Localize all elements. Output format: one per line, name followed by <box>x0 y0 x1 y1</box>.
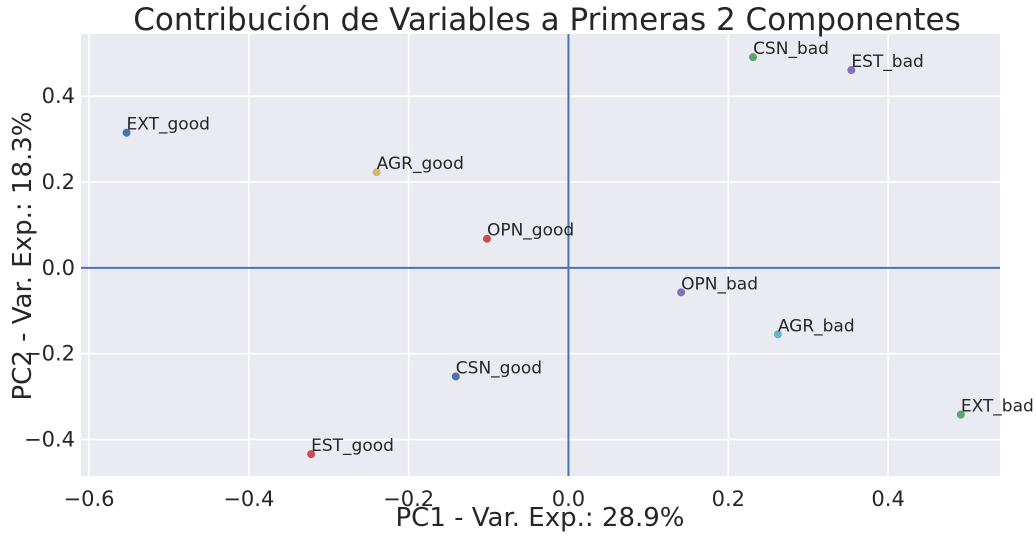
data-points: EXT_good AGR_good OPN_good CSN_good EST_good… <box>122 39 1034 459</box>
y-axis-label: PC2 - Var. Exp.: 18.3% <box>8 111 38 400</box>
point-label: OPN_good <box>487 221 574 241</box>
x-tick-label: −0.4 <box>223 487 274 511</box>
point-label: EXT_good <box>127 115 210 135</box>
y-tick-label: 0.2 <box>42 170 75 194</box>
point-label: AGR_bad <box>778 316 855 336</box>
point-label: CSN_bad <box>753 39 829 59</box>
x-tick-label: −0.2 <box>383 487 434 511</box>
x-axis-ticks: −0.6 −0.4 −0.2 0.0 0.2 0.4 <box>63 487 904 511</box>
point-label: AGR_good <box>377 154 464 174</box>
x-tick-label: 0.2 <box>712 487 745 511</box>
x-tick-label: −0.6 <box>63 487 114 511</box>
point-label: EST_bad <box>851 52 923 72</box>
y-axis-ticks: −0.4 −0.2 0.0 0.2 0.4 <box>24 84 75 451</box>
x-tick-label: 0.0 <box>552 487 585 511</box>
data-point <box>847 66 856 75</box>
x-tick-label: 0.4 <box>871 487 904 511</box>
chart-title: Contribución de Variables a Primeras 2 C… <box>133 2 961 38</box>
point-label: OPN_bad <box>681 274 758 294</box>
point-label: CSN_good <box>456 358 542 378</box>
y-tick-label: −0.4 <box>24 428 75 452</box>
x-axis-label: PC1 - Var. Exp.: 28.9% <box>395 503 684 533</box>
data-point <box>307 450 316 459</box>
point-label: EST_good <box>311 436 394 456</box>
point-label: EXT_bad <box>961 397 1034 417</box>
data-point <box>677 288 686 297</box>
plot-area <box>81 34 1000 476</box>
y-tick-label: 0.4 <box>42 84 75 108</box>
y-tick-label: 0.0 <box>42 256 75 280</box>
data-point <box>482 234 491 243</box>
data-point <box>451 372 460 381</box>
data-point <box>122 128 131 137</box>
data-point <box>749 53 758 62</box>
y-tick-label: −0.2 <box>24 342 75 366</box>
data-point <box>773 330 782 339</box>
reference-lines <box>81 34 1000 476</box>
data-point <box>956 410 965 419</box>
data-point <box>372 168 381 177</box>
